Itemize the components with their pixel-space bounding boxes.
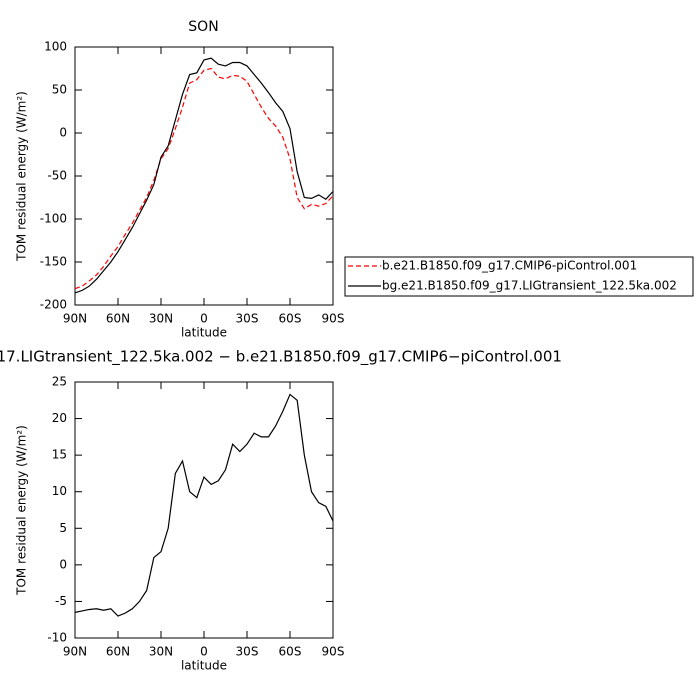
x-tick-label: 60N (106, 312, 130, 326)
y-tick-label: 10 (52, 484, 67, 498)
y-tick-label: 100 (44, 40, 67, 54)
x-tick-label: 60N (106, 645, 130, 659)
plot-frame (74, 46, 334, 306)
x-axis-label: latitude (181, 659, 227, 673)
x-tick-label: 90S (322, 645, 345, 659)
x-tick-label: 30N (149, 312, 173, 326)
data-line (74, 57, 334, 294)
x-tick-label: 0 (200, 312, 208, 326)
data-line (74, 393, 334, 617)
y-axis-label: TOM residual energy (W/m²) (15, 425, 29, 596)
x-tick-label: 0 (200, 645, 208, 659)
x-tick-label: 60S (279, 645, 302, 659)
y-tick-label: 0 (59, 557, 67, 571)
y-tick-label: 15 (52, 448, 67, 462)
data-line (74, 67, 334, 290)
y-tick-label: 25 (52, 375, 67, 389)
legend-box (344, 256, 694, 297)
x-tick-label: 60S (279, 312, 302, 326)
x-tick-label: 90S (322, 312, 345, 326)
y-tick-label: 5 (59, 521, 67, 535)
x-tick-label: 90N (63, 645, 87, 659)
y-tick-label: -200 (40, 298, 67, 312)
plot-frame (74, 381, 334, 639)
legend-label: bg.e21.B1850.f09_g17.LIGtransient_122.5k… (382, 279, 677, 293)
x-tick-label: 90N (63, 312, 87, 326)
x-tick-label: 30N (149, 645, 173, 659)
y-tick-label: 0 (59, 126, 67, 140)
y-tick-label: -100 (40, 212, 67, 226)
y-tick-label: -50 (47, 169, 67, 183)
chart-title: SON (188, 19, 218, 35)
chart-title: bg.e21.B1850.f09_g17.LIGtransient_122.5k… (0, 348, 562, 367)
y-tick-label: -10 (47, 631, 67, 645)
y-tick-label: 20 (52, 411, 67, 425)
x-axis-label: latitude (181, 326, 227, 340)
y-tick-label: 50 (52, 83, 67, 97)
x-tick-label: 30S (236, 312, 259, 326)
y-tick-label: -5 (55, 594, 67, 608)
legend-label: b.e21.B1850.f09_g17.CMIP6-piControl.001 (382, 259, 637, 273)
x-tick-label: 30S (236, 645, 259, 659)
y-axis-label: TOM residual energy (W/m²) (15, 91, 29, 262)
y-tick-label: -150 (40, 255, 67, 269)
